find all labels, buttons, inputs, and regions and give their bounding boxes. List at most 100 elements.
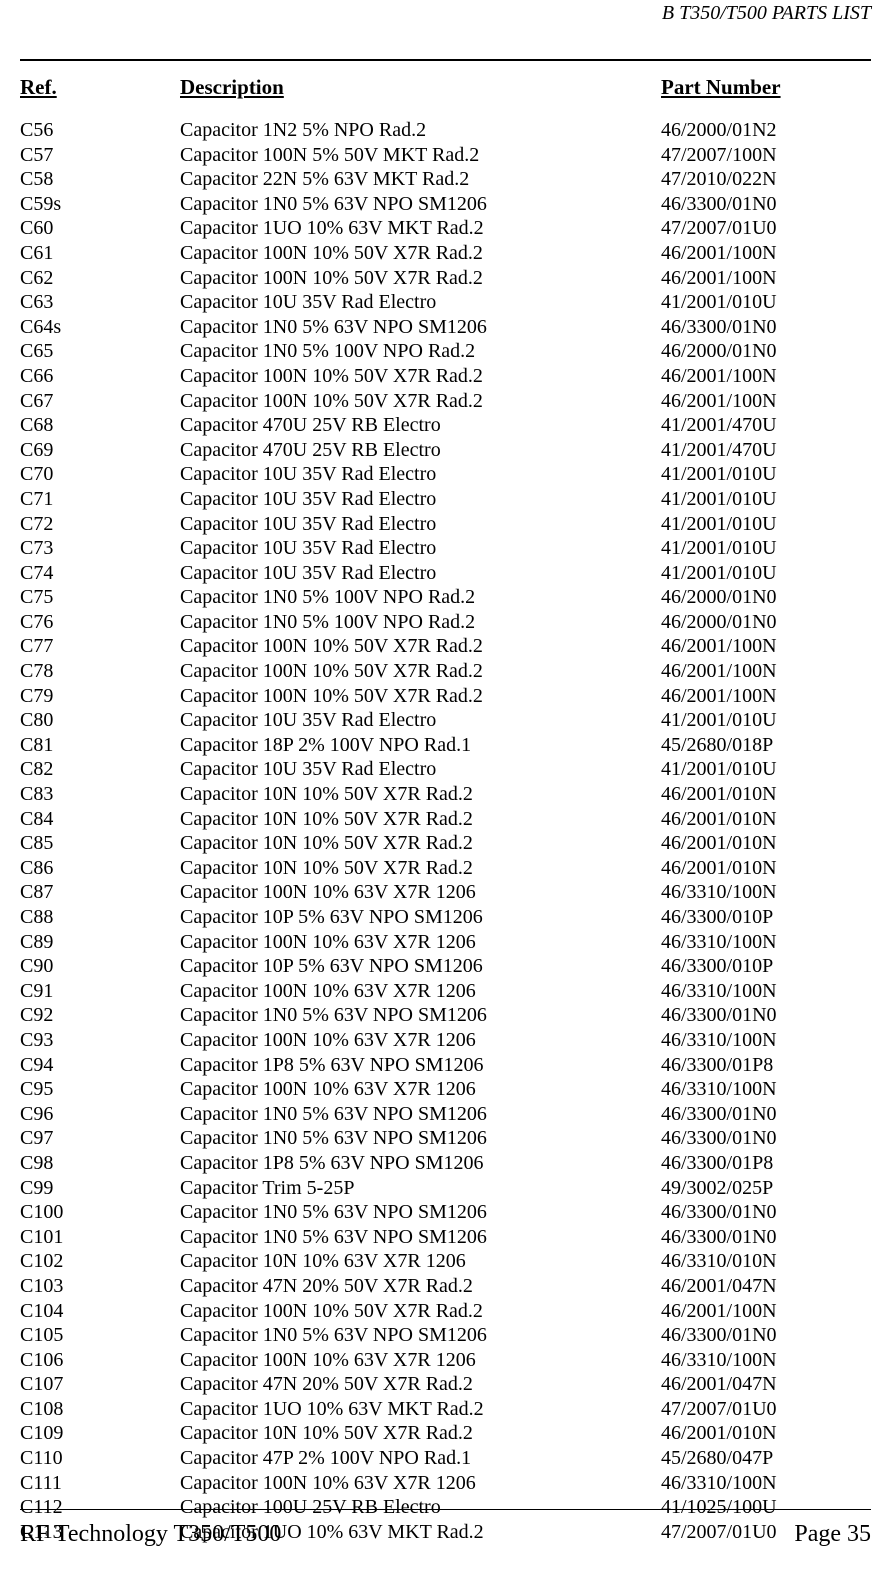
table-row: C90Capacitor 10P 5% 63V NPO SM120646/330… — [20, 954, 871, 979]
cell-description: Capacitor 100N 10% 63V X7R 1206 — [180, 880, 661, 905]
cell-ref: C92 — [20, 1003, 180, 1028]
cell-description: Capacitor 10U 35V Rad Electro — [180, 487, 661, 512]
cell-description: Capacitor 10U 35V Rad Electro — [180, 561, 661, 586]
cell-part-number: 46/3310/010N — [661, 1249, 871, 1274]
cell-part-number: 46/3310/100N — [661, 1028, 871, 1053]
cell-description: Capacitor 1N0 5% 63V NPO SM1206 — [180, 192, 661, 217]
table-row: C98Capacitor 1P8 5% 63V NPO SM120646/330… — [20, 1151, 871, 1176]
cell-part-number: 46/3300/01N0 — [661, 1225, 871, 1250]
cell-description: Capacitor 10P 5% 63V NPO SM1206 — [180, 954, 661, 979]
cell-part-number: 41/2001/010U — [661, 536, 871, 561]
cell-ref: C103 — [20, 1274, 180, 1299]
table-row: C110Capacitor 47P 2% 100V NPO Rad.145/26… — [20, 1446, 871, 1471]
table-row: C57Capacitor 100N 5% 50V MKT Rad.247/200… — [20, 143, 871, 168]
cell-part-number: 46/2001/100N — [661, 634, 871, 659]
cell-part-number: 46/2000/01N2 — [661, 118, 871, 143]
table-row: C107Capacitor 47N 20% 50V X7R Rad.246/20… — [20, 1372, 871, 1397]
cell-description: Capacitor 10N 10% 50V X7R Rad.2 — [180, 831, 661, 856]
cell-ref: C93 — [20, 1028, 180, 1053]
cell-ref: C84 — [20, 807, 180, 832]
cell-part-number: 46/2001/010N — [661, 807, 871, 832]
cell-part-number: 46/3300/01N0 — [661, 1323, 871, 1348]
table-row: C106Capacitor 100N 10% 63V X7R 120646/33… — [20, 1348, 871, 1373]
cell-part-number: 46/3300/01N0 — [661, 1102, 871, 1127]
table-row: C81Capacitor 18P 2% 100V NPO Rad.145/268… — [20, 733, 871, 758]
cell-description: Capacitor 1N0 5% 63V NPO SM1206 — [180, 1225, 661, 1250]
cell-description: Capacitor 100U 25V RB Electro — [180, 1495, 661, 1520]
table-row: C74Capacitor 10U 35V Rad Electro41/2001/… — [20, 561, 871, 586]
cell-ref: C111 — [20, 1471, 180, 1496]
cell-part-number: 46/2001/100N — [661, 659, 871, 684]
cell-description: Capacitor 100N 10% 63V X7R 1206 — [180, 1348, 661, 1373]
cell-description: Capacitor 1N0 5% 63V NPO SM1206 — [180, 1200, 661, 1225]
table-row: C56Capacitor 1N2 5% NPO Rad.246/2000/01N… — [20, 118, 871, 143]
table-row: C72Capacitor 10U 35V Rad Electro41/2001/… — [20, 512, 871, 537]
cell-ref: C66 — [20, 364, 180, 389]
cell-part-number: 47/2007/01U0 — [661, 216, 871, 241]
cell-description: Capacitor 100N 10% 63V X7R 1206 — [180, 1471, 661, 1496]
cell-description: Capacitor 10N 10% 63V X7R 1206 — [180, 1249, 661, 1274]
cell-description: Capacitor 1N0 5% 63V NPO SM1206 — [180, 1126, 661, 1151]
cell-part-number: 49/3002/025P — [661, 1176, 871, 1201]
cell-ref: C72 — [20, 512, 180, 537]
table-row: C64sCapacitor 1N0 5% 63V NPO SM120646/33… — [20, 315, 871, 340]
table-row: C109Capacitor 10N 10% 50V X7R Rad.246/20… — [20, 1421, 871, 1446]
cell-ref: C81 — [20, 733, 180, 758]
cell-part-number: 46/3300/01N0 — [661, 1003, 871, 1028]
table-row: C108Capacitor 1UO 10% 63V MKT Rad.247/20… — [20, 1397, 871, 1422]
table-row: C93Capacitor 100N 10% 63V X7R 120646/331… — [20, 1028, 871, 1053]
table-row: C96Capacitor 1N0 5% 63V NPO SM120646/330… — [20, 1102, 871, 1127]
cell-description: Capacitor 10N 10% 50V X7R Rad.2 — [180, 856, 661, 881]
cell-part-number: 46/2001/100N — [661, 389, 871, 414]
table-row: C83Capacitor 10N 10% 50V X7R Rad.246/200… — [20, 782, 871, 807]
cell-part-number: 41/2001/010U — [661, 462, 871, 487]
table-row: C92Capacitor 1N0 5% 63V NPO SM120646/330… — [20, 1003, 871, 1028]
cell-part-number: 46/3310/100N — [661, 930, 871, 955]
cell-part-number: 41/2001/010U — [661, 561, 871, 586]
cell-description: Capacitor 47N 20% 50V X7R Rad.2 — [180, 1274, 661, 1299]
cell-description: Capacitor 100N 10% 50V X7R Rad.2 — [180, 634, 661, 659]
cell-ref: C99 — [20, 1176, 180, 1201]
cell-part-number: 46/2000/01N0 — [661, 339, 871, 364]
cell-ref: C106 — [20, 1348, 180, 1373]
table-row: C102Capacitor 10N 10% 63V X7R 120646/331… — [20, 1249, 871, 1274]
table-row: C85Capacitor 10N 10% 50V X7R Rad.246/200… — [20, 831, 871, 856]
table-row: C62Capacitor 100N 10% 50V X7R Rad.246/20… — [20, 266, 871, 291]
cell-ref: C79 — [20, 684, 180, 709]
cell-part-number: 46/2001/100N — [661, 1299, 871, 1324]
cell-part-number: 46/2000/01N0 — [661, 610, 871, 635]
cell-ref: C90 — [20, 954, 180, 979]
column-header-description: Description — [180, 75, 661, 100]
column-header-part: Part Number — [661, 75, 871, 100]
cell-part-number: 47/2007/100N — [661, 143, 871, 168]
column-headers: Ref. Description Part Number — [20, 61, 871, 118]
cell-part-number: 46/2001/100N — [661, 684, 871, 709]
cell-description: Capacitor 22N 5% 63V MKT Rad.2 — [180, 167, 661, 192]
cell-description: Capacitor 10U 35V Rad Electro — [180, 290, 661, 315]
cell-description: Capacitor 1P8 5% 63V NPO SM1206 — [180, 1151, 661, 1176]
cell-ref: C70 — [20, 462, 180, 487]
table-row: C91Capacitor 100N 10% 63V X7R 120646/331… — [20, 979, 871, 1004]
table-row: C73Capacitor 10U 35V Rad Electro41/2001/… — [20, 536, 871, 561]
cell-description: Capacitor 1N0 5% 100V NPO Rad.2 — [180, 610, 661, 635]
cell-part-number: 46/3300/01N0 — [661, 1126, 871, 1151]
table-row: C87Capacitor 100N 10% 63V X7R 120646/331… — [20, 880, 871, 905]
table-row: C67Capacitor 100N 10% 50V X7R Rad.246/20… — [20, 389, 871, 414]
cell-description: Capacitor 1UO 10% 63V MKT Rad.2 — [180, 1397, 661, 1422]
cell-description: Capacitor 10U 35V Rad Electro — [180, 462, 661, 487]
cell-ref: C94 — [20, 1053, 180, 1078]
table-row: C82Capacitor 10U 35V Rad Electro41/2001/… — [20, 757, 871, 782]
table-row: C63Capacitor 10U 35V Rad Electro41/2001/… — [20, 290, 871, 315]
cell-description: Capacitor 100N 10% 50V X7R Rad.2 — [180, 364, 661, 389]
cell-description: Capacitor 10N 10% 50V X7R Rad.2 — [180, 1421, 661, 1446]
table-row: C70Capacitor 10U 35V Rad Electro41/2001/… — [20, 462, 871, 487]
cell-description: Capacitor 10U 35V Rad Electro — [180, 708, 661, 733]
table-row: C68Capacitor 470U 25V RB Electro41/2001/… — [20, 413, 871, 438]
table-row: C80Capacitor 10U 35V Rad Electro41/2001/… — [20, 708, 871, 733]
cell-ref: C88 — [20, 905, 180, 930]
cell-part-number: 46/3300/010P — [661, 954, 871, 979]
cell-description: Capacitor 470U 25V RB Electro — [180, 413, 661, 438]
table-row: C75Capacitor 1N0 5% 100V NPO Rad.246/200… — [20, 585, 871, 610]
table-row: C111Capacitor 100N 10% 63V X7R 120646/33… — [20, 1471, 871, 1496]
cell-part-number: 46/3300/01N0 — [661, 192, 871, 217]
